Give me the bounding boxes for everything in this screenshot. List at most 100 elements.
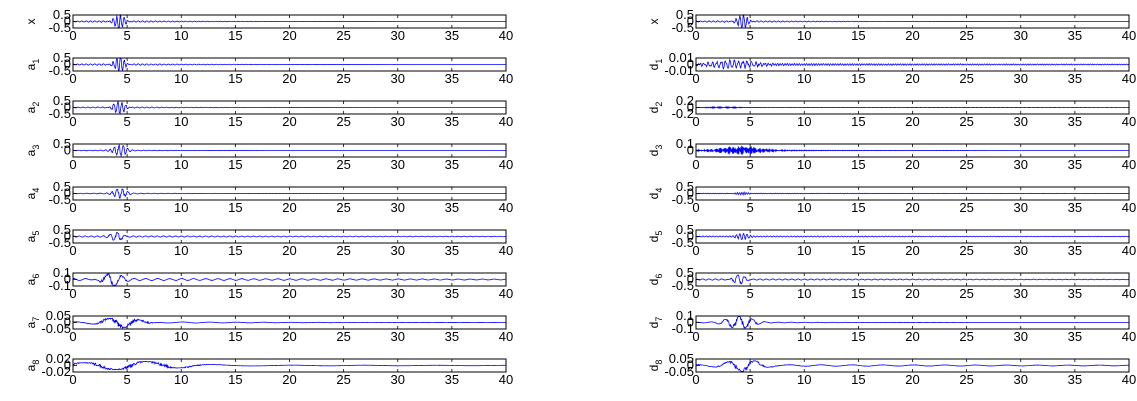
y-tick-label: -0.5 (49, 235, 71, 250)
y-tick-label: 0 (64, 315, 71, 330)
x-tick-label: 10 (174, 286, 188, 301)
y-tick-label: 0 (687, 315, 694, 330)
x-tick-label: 0 (692, 243, 699, 258)
y-axis-label: d5 (647, 231, 664, 243)
x-tick-label: 20 (282, 200, 296, 215)
x-tick-label: 25 (959, 71, 973, 86)
y-tick-label: 0 (687, 186, 694, 201)
x-tick-label: 10 (174, 329, 188, 344)
y-tick-label: 0.01 (669, 50, 694, 65)
y-tick-label: 0 (687, 14, 694, 29)
subplot-d4-right: 0 5 10 15 20 25 30 35 400.50-0.5d4 (647, 179, 1136, 215)
x-tick-label: 5 (747, 71, 754, 86)
y-tick-label: -0.5 (672, 278, 694, 293)
x-tick-label: 30 (1014, 28, 1028, 43)
x-tick-label: 20 (282, 329, 296, 344)
x-tick-label: 35 (1068, 243, 1082, 258)
x-tick-label: 40 (1122, 286, 1136, 301)
x-tick-label: 40 (1122, 200, 1136, 215)
x-tick-label: 5 (747, 200, 754, 215)
x-tick-label: 0 (69, 28, 76, 43)
x-tick-label: 40 (1122, 71, 1136, 86)
y-tick-label: 0.5 (676, 265, 694, 280)
y-tick-label: 0 (64, 57, 71, 72)
x-tick-label: 25 (959, 329, 973, 344)
y-axis-label: a4 (24, 188, 41, 200)
x-tick-label: 20 (282, 286, 296, 301)
x-tick-label: 20 (905, 372, 919, 387)
x-tick-label: 15 (228, 329, 242, 344)
x-tick-label: 5 (124, 28, 131, 43)
x-tick-label: 25 (336, 71, 350, 86)
x-tick-label: 15 (228, 28, 242, 43)
x-tick-label: 15 (228, 157, 242, 172)
x-tick-label: 25 (336, 200, 350, 215)
y-axis-label: x (24, 19, 38, 25)
y-tick-label: 0.02 (46, 351, 71, 366)
x-tick-label: 25 (336, 372, 350, 387)
x-tick-label: 35 (445, 157, 459, 172)
x-tick-label: 5 (747, 157, 754, 172)
y-tick-label: 0.5 (53, 179, 71, 194)
x-tick-label: 35 (445, 372, 459, 387)
x-tick-label: 20 (905, 243, 919, 258)
x-tick-label: 35 (1068, 286, 1082, 301)
x-tick-label: 0 (69, 71, 76, 86)
x-tick-label: 15 (851, 71, 865, 86)
x-tick-label: 15 (851, 372, 865, 387)
y-tick-label: -0.2 (672, 106, 694, 121)
y-axis-label: a5 (24, 231, 41, 243)
y-axis-label: d2 (647, 102, 664, 114)
x-tick-label: 25 (336, 28, 350, 43)
signal-line (695, 191, 1130, 196)
subplot-d6-right: 0 5 10 15 20 25 30 35 400.50-0.5d6 (647, 265, 1136, 301)
x-tick-label: 15 (851, 329, 865, 344)
y-axis-label: d7 (647, 317, 664, 329)
y-tick-label: -0.5 (49, 20, 71, 35)
x-tick-label: 5 (747, 372, 754, 387)
y-tick-label: 0.5 (676, 222, 694, 237)
x-tick-label: 10 (797, 114, 811, 129)
x-tick-label: 35 (1068, 71, 1082, 86)
y-tick-label: -0.5 (672, 20, 694, 35)
y-tick-label: -0.5 (49, 192, 71, 207)
x-tick-label: 30 (391, 28, 405, 43)
y-tick-label: 0.5 (53, 136, 71, 151)
x-tick-label: 35 (445, 243, 459, 258)
y-tick-label: 0 (64, 358, 71, 373)
y-tick-label: -0.02 (41, 364, 71, 379)
x-tick-label: 10 (797, 372, 811, 387)
x-tick-label: 30 (1014, 243, 1028, 258)
x-tick-label: 5 (124, 157, 131, 172)
x-tick-label: 40 (499, 157, 513, 172)
x-tick-label: 0 (692, 372, 699, 387)
y-axis-label: d4 (647, 188, 664, 200)
x-tick-label: 5 (124, 114, 131, 129)
y-axis-label: a7 (24, 317, 41, 329)
x-tick-label: 15 (228, 286, 242, 301)
subplot-d5-right: 0 5 10 15 20 25 30 35 400.50-0.5d5 (647, 222, 1136, 258)
y-tick-label: -0.05 (664, 364, 694, 379)
x-tick-label: 40 (499, 329, 513, 344)
x-tick-label: 10 (797, 157, 811, 172)
x-tick-label: 35 (445, 329, 459, 344)
subplot-a1-left: 0 5 10 15 20 25 30 35 400.50-0.5a1 (24, 50, 513, 86)
x-tick-label: 15 (228, 243, 242, 258)
x-tick-label: 0 (69, 329, 76, 344)
x-tick-label: 20 (282, 71, 296, 86)
x-tick-label: 5 (747, 243, 754, 258)
x-tick-label: 0 (69, 372, 76, 387)
signal-line (72, 57, 506, 73)
signal-line (695, 14, 1129, 29)
subplot-a5-left: 0 5 10 15 20 25 30 35 400.50-0.5a5 (24, 222, 513, 258)
x-tick-label: 10 (174, 372, 188, 387)
x-tick-label: 15 (851, 28, 865, 43)
x-tick-label: 15 (851, 114, 865, 129)
x-tick-label: 40 (499, 114, 513, 129)
x-tick-label: 30 (391, 71, 405, 86)
signal-line (72, 272, 507, 287)
y-axis-label: d3 (647, 145, 664, 157)
x-tick-label: 25 (959, 28, 973, 43)
y-tick-label: 0.1 (676, 136, 694, 151)
x-tick-label: 15 (851, 157, 865, 172)
